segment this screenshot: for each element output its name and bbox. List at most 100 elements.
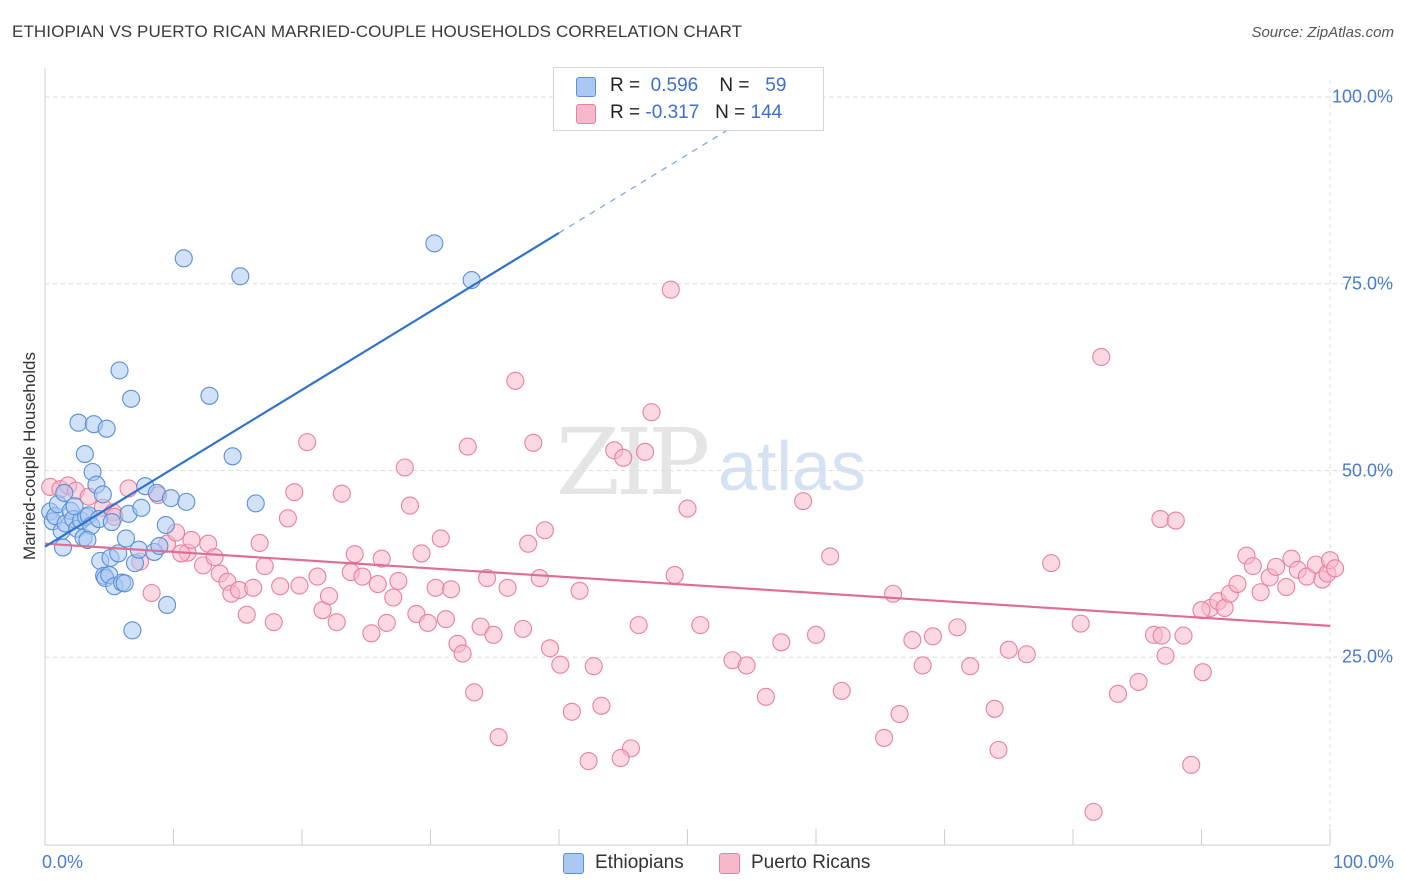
ethiopian-point <box>110 361 129 380</box>
puerto-rican-point <box>1192 601 1211 620</box>
stats-legend: R = 0.596 N = 59 R = -0.317 N = 144 <box>553 67 824 131</box>
ethiopian-point <box>102 512 121 532</box>
puerto-rican-point <box>913 656 932 675</box>
puerto-rican-point <box>442 580 461 599</box>
puerto-rican-point <box>285 483 304 502</box>
puerto-rican-point <box>999 640 1018 659</box>
series-legend: Ethiopians Puerto Ricans <box>0 852 1406 878</box>
puerto-rican-point <box>119 479 138 498</box>
puerto-rican-point <box>737 656 756 675</box>
puerto-rican-point <box>506 371 525 390</box>
ethiopians-r-value: 0.596 <box>650 75 699 96</box>
puerto-rican-point <box>1151 510 1170 529</box>
puerto-rican-point <box>1243 557 1262 576</box>
y-tick-100: 100.0% <box>1331 86 1393 107</box>
puerto-rican-point <box>477 569 497 588</box>
puerto-rican-point <box>319 586 339 606</box>
legend-ethiopians-stats: R = 0.596 N = 59 <box>610 75 787 96</box>
ethiopian-point <box>97 419 116 438</box>
puerto-rican-point <box>453 644 472 663</box>
puerto-rican-point <box>308 567 327 586</box>
ethiopian-point <box>158 595 177 615</box>
puerto-rican-point <box>244 578 263 597</box>
puerto-rican-point <box>903 631 922 650</box>
puerto-rican-point <box>1266 557 1286 576</box>
ethiopian-point <box>93 485 112 504</box>
puerto-rican-point <box>642 403 661 422</box>
ethiopian-point <box>156 515 175 535</box>
puerto-rican-point <box>471 617 490 636</box>
puerto-rican-point <box>614 448 633 467</box>
ethiopian-point <box>177 492 196 511</box>
puerto-rican-point <box>570 581 589 600</box>
y-tick-25: 25.0% <box>1341 646 1393 667</box>
puerto-rican-point <box>368 574 387 594</box>
puerto-rican-point <box>290 576 309 595</box>
puerto-rican-point <box>205 548 224 567</box>
puerto-rican-point <box>1084 802 1103 821</box>
ethiopian-point <box>425 234 444 253</box>
puerto-rican-point <box>636 442 655 461</box>
puerto-rican-point <box>629 616 648 635</box>
puerto-rican-point <box>377 613 396 632</box>
axes <box>44 68 1331 846</box>
puerto-rican-point <box>665 566 684 585</box>
ethiopian-point <box>122 389 141 408</box>
puerto-rican-point <box>1017 645 1036 664</box>
y-tick-50: 50.0% <box>1341 460 1393 480</box>
puerto-rican-point <box>436 610 455 629</box>
chart-source: Source: ZipAtlas.com <box>1251 24 1394 41</box>
ethiopian-point <box>174 249 193 268</box>
puerto-ricans-legend-swatch <box>719 853 740 874</box>
puerto-rican-point <box>1166 511 1185 530</box>
puerto-rican-point <box>327 613 346 632</box>
ethiopian-point <box>55 483 74 502</box>
puerto-rican-point <box>540 639 560 658</box>
ethiopian-point <box>75 445 94 464</box>
puerto-rican-point <box>418 613 437 632</box>
puerto-rican-points <box>41 280 1345 821</box>
puerto-rican-point <box>756 687 775 706</box>
ethiopian-point <box>223 447 242 466</box>
ethiopian-point <box>200 386 219 405</box>
ethiopians-legend-label: Ethiopians <box>595 852 684 873</box>
puerto-ricans-n-value: 144 <box>750 102 783 123</box>
puerto-rican-point <box>489 728 508 747</box>
puerto-rican-point <box>1193 663 1212 682</box>
puerto-rican-point <box>1152 626 1171 645</box>
puerto-rican-point <box>1156 646 1175 665</box>
ethiopian-point <box>132 498 151 517</box>
puerto-rican-point <box>1174 626 1193 645</box>
chart-title: ETHIOPIAN VS PUERTO RICAN MARRIED-COUPLE… <box>12 22 743 41</box>
puerto-rican-point <box>1071 614 1090 633</box>
puerto-rican-point <box>584 657 603 676</box>
trend-lines <box>44 79 1331 627</box>
ethiopian-point <box>78 530 97 550</box>
puerto-rican-point <box>1108 684 1128 703</box>
ethiopian-point <box>69 413 88 432</box>
puerto-rican-point <box>250 533 269 553</box>
ethiopians-swatch <box>576 77 596 97</box>
puerto-rican-point <box>832 681 851 700</box>
puerto-rican-point <box>142 583 161 603</box>
puerto-rican-point <box>678 499 697 518</box>
puerto-rican-point <box>345 545 364 564</box>
puerto-rican-point <box>524 433 543 452</box>
puerto-rican-point <box>298 433 317 452</box>
puerto-rican-point <box>772 633 791 652</box>
puerto-rican-point <box>535 521 554 540</box>
ethiopian-point <box>53 538 73 557</box>
puerto-rican-point <box>384 588 403 607</box>
puerto-rican-point <box>1182 755 1201 774</box>
ethiopian-point <box>115 574 134 593</box>
puerto-ricans-swatch <box>576 104 596 124</box>
puerto-rican-point <box>1042 554 1061 573</box>
puerto-rican-point <box>412 544 431 563</box>
puerto-rican-point <box>353 567 372 586</box>
ethiopians-n-value: 59 <box>765 75 787 96</box>
puerto-rican-point <box>691 616 710 635</box>
puerto-rican-point <box>961 657 980 676</box>
puerto-rican-point <box>592 696 611 715</box>
puerto-rican-point <box>431 529 450 548</box>
